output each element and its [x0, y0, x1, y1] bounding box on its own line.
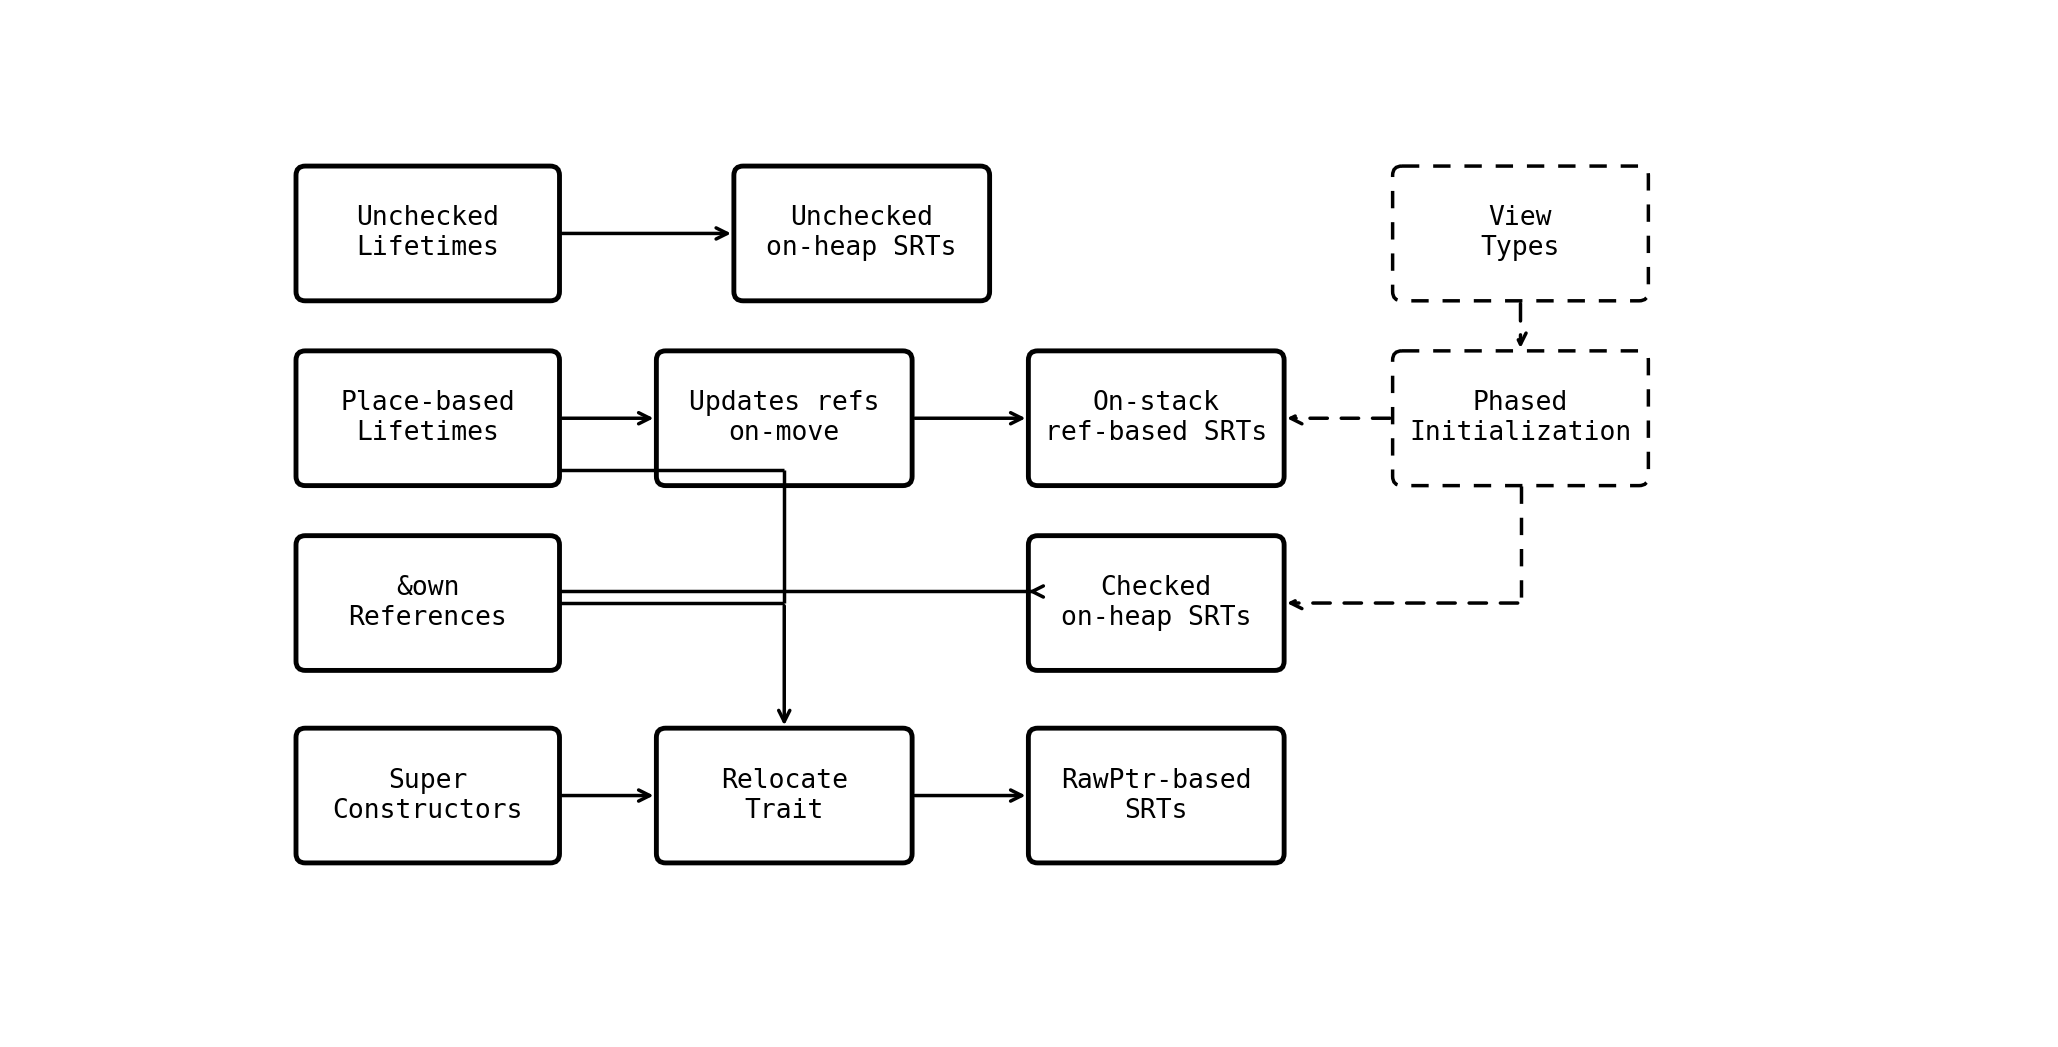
FancyBboxPatch shape: [735, 166, 990, 300]
Text: Place-based
Lifetimes: Place-based Lifetimes: [340, 391, 514, 446]
FancyBboxPatch shape: [1029, 351, 1284, 486]
Text: On-stack
ref-based SRTs: On-stack ref-based SRTs: [1045, 391, 1268, 446]
Text: Relocate
Trait: Relocate Trait: [720, 767, 848, 824]
FancyBboxPatch shape: [296, 166, 560, 300]
FancyBboxPatch shape: [296, 536, 560, 670]
Text: Super
Constructors: Super Constructors: [333, 767, 523, 824]
Text: Checked
on-heap SRTs: Checked on-heap SRTs: [1062, 575, 1251, 631]
Text: Updates refs
on-move: Updates refs on-move: [689, 391, 879, 446]
FancyBboxPatch shape: [1393, 166, 1648, 300]
FancyBboxPatch shape: [296, 728, 560, 863]
FancyBboxPatch shape: [296, 351, 560, 486]
Text: View
Types: View Types: [1482, 205, 1560, 262]
FancyBboxPatch shape: [1393, 351, 1648, 486]
Text: RawPtr-based
SRTs: RawPtr-based SRTs: [1062, 767, 1251, 824]
Text: Unchecked
on-heap SRTs: Unchecked on-heap SRTs: [766, 205, 957, 262]
FancyBboxPatch shape: [1029, 536, 1284, 670]
FancyBboxPatch shape: [1029, 728, 1284, 863]
FancyBboxPatch shape: [657, 728, 912, 863]
Text: Unchecked
Lifetimes: Unchecked Lifetimes: [356, 205, 500, 262]
Text: &own
References: &own References: [348, 575, 506, 631]
Text: Phased
Initialization: Phased Initialization: [1410, 391, 1632, 446]
FancyBboxPatch shape: [657, 351, 912, 486]
